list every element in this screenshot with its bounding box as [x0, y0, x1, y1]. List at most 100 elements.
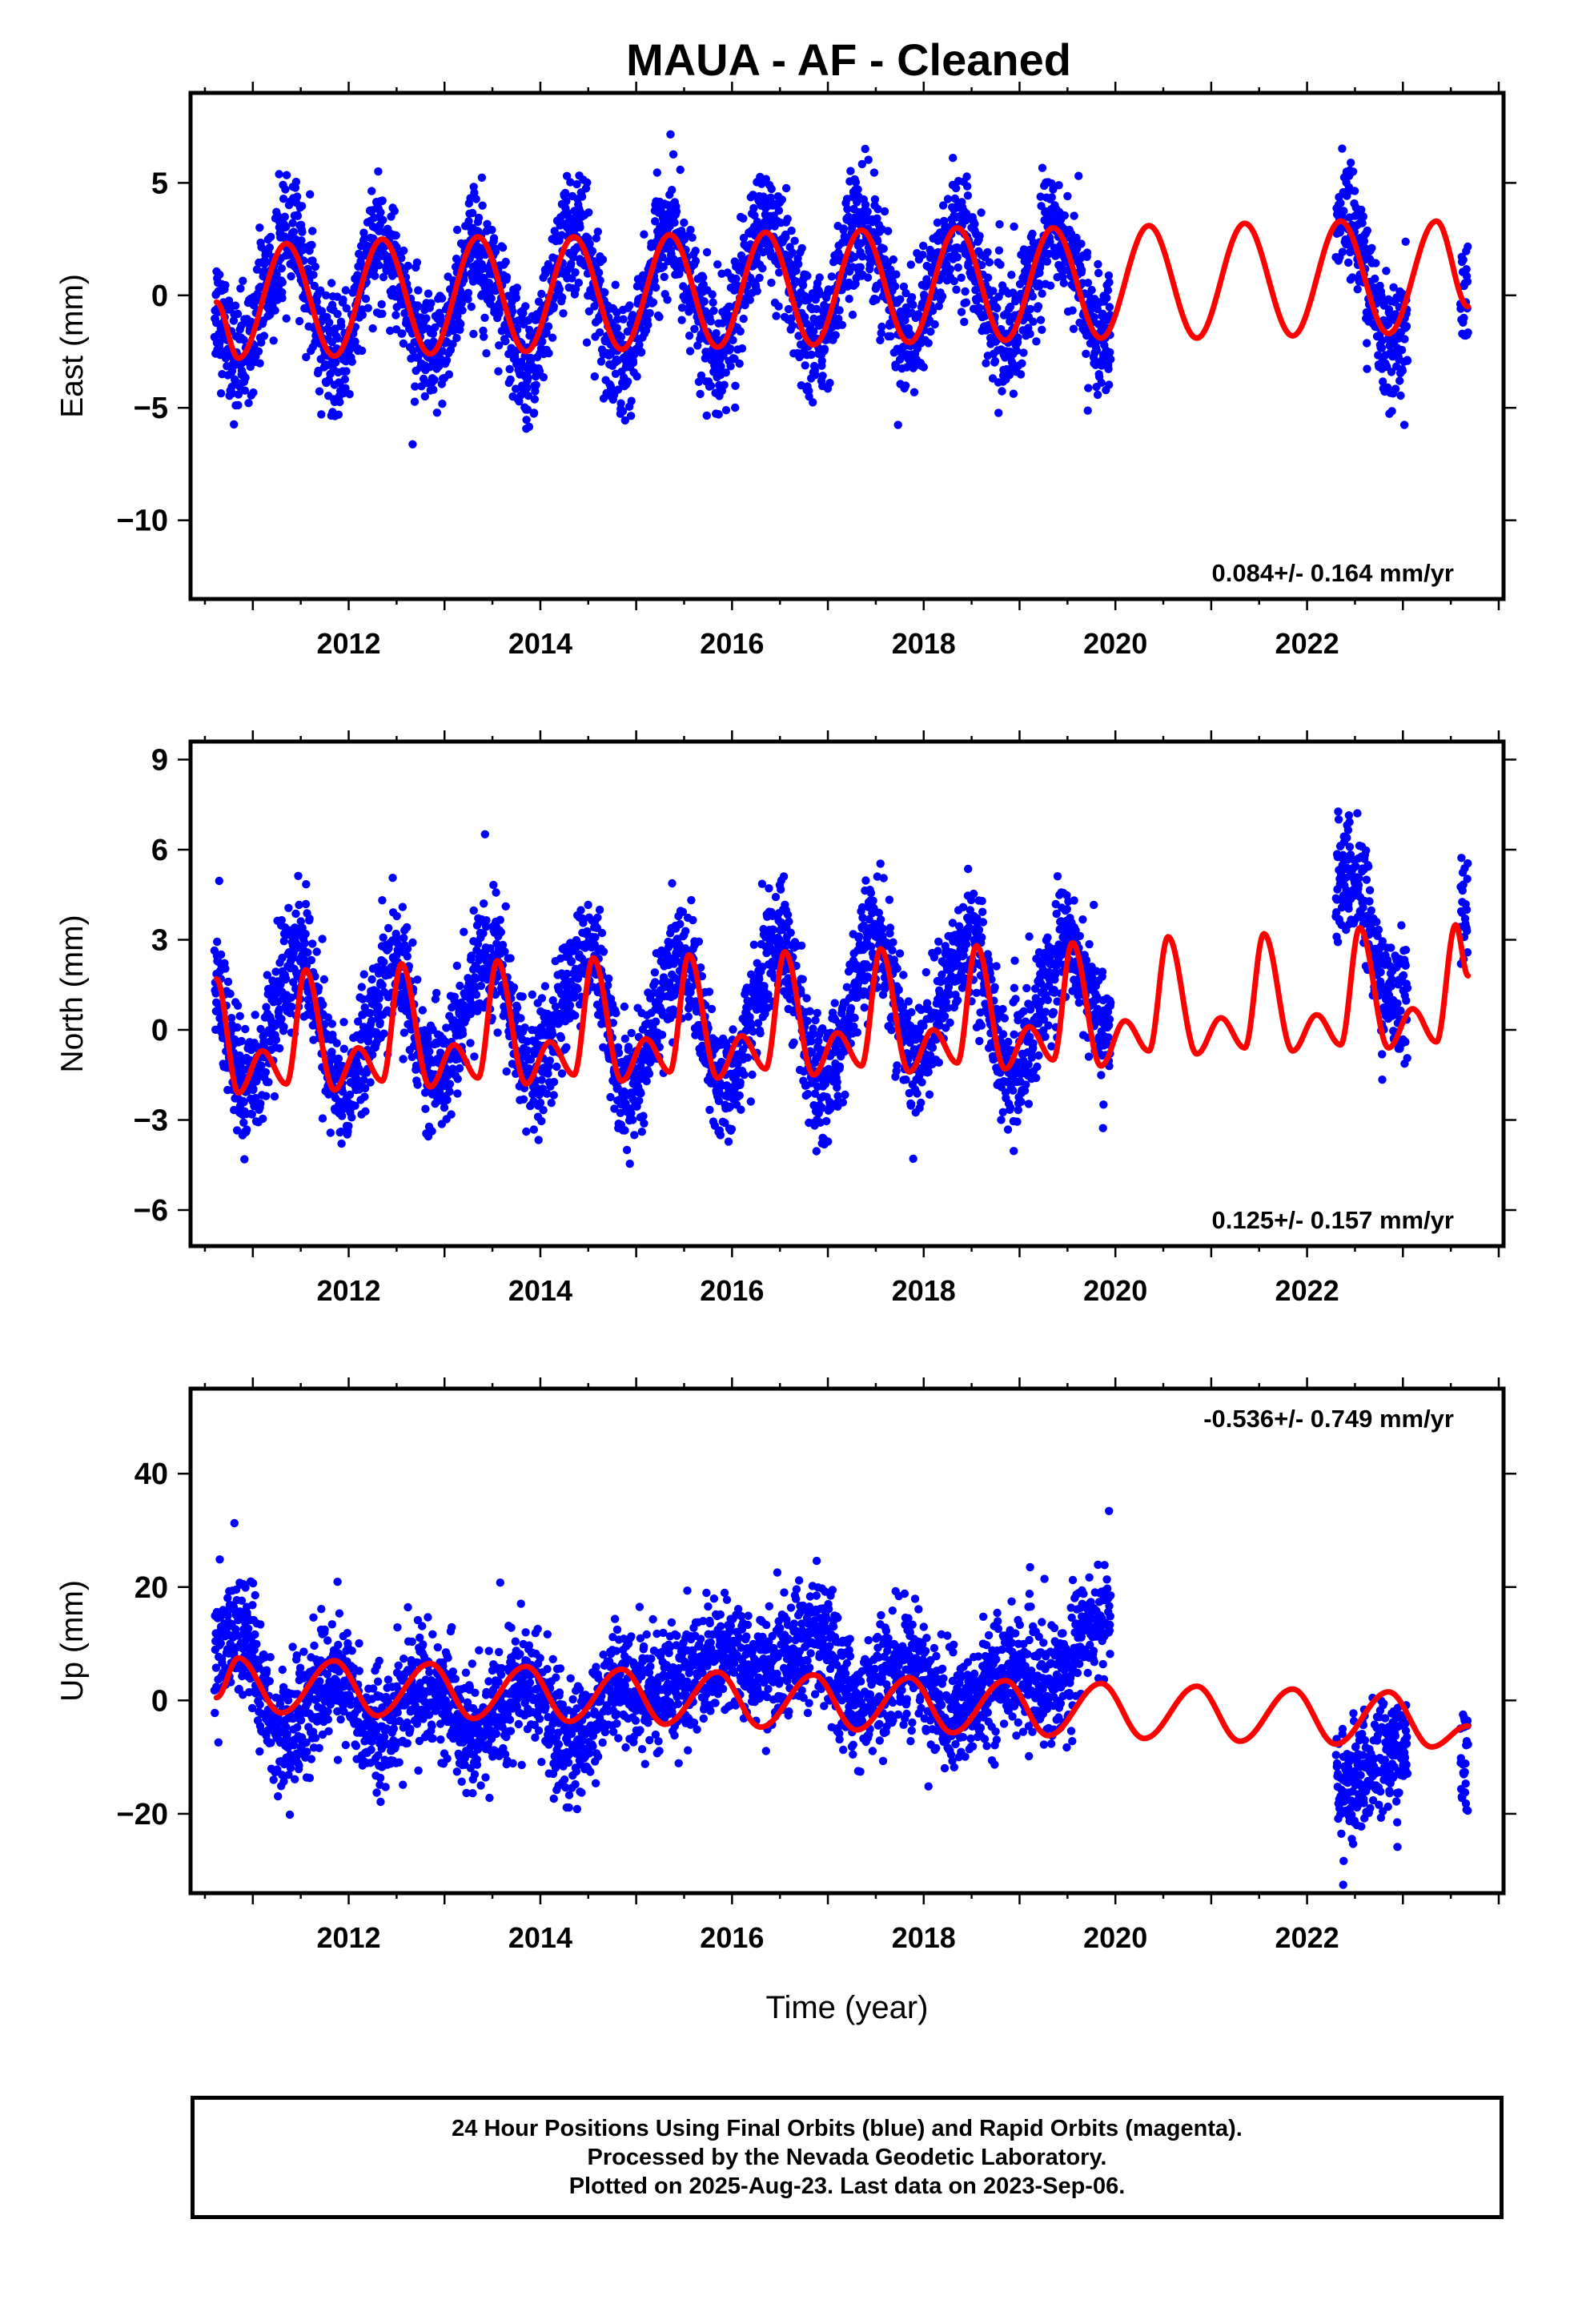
- north-data-point: [232, 1126, 242, 1135]
- east-data-point: [590, 372, 599, 381]
- east-data-point: [458, 306, 467, 315]
- north-data-point: [453, 1089, 462, 1098]
- east-data-point: [983, 247, 992, 257]
- east-data-point: [739, 314, 748, 324]
- east-data-point: [452, 333, 461, 343]
- east-data-point: [1387, 368, 1396, 376]
- east-data-point: [562, 171, 572, 180]
- east-data-point: [298, 227, 307, 236]
- east-data-point: [584, 307, 594, 316]
- east-data-point: [749, 191, 757, 199]
- north-data-point: [518, 992, 527, 1001]
- east-data-point: [1083, 406, 1092, 415]
- east-data-point: [938, 201, 948, 210]
- east-data-point: [659, 263, 668, 271]
- east-data-point: [790, 236, 799, 245]
- north-data-point: [571, 1011, 580, 1020]
- north-data-point: [489, 880, 498, 890]
- east-data-point: [538, 337, 547, 346]
- north-data-point: [567, 957, 576, 966]
- east-data-point: [412, 258, 422, 267]
- north-data-point: [557, 1069, 567, 1078]
- east-data-point: [839, 224, 849, 233]
- east-data-point: [1026, 245, 1034, 255]
- north-data-point: [275, 1043, 284, 1053]
- north-data-point: [403, 952, 412, 961]
- east-y-tick-label: 0: [151, 279, 168, 313]
- east-data-point: [1338, 247, 1347, 256]
- east-data-point: [422, 314, 431, 323]
- east-data-point: [272, 270, 281, 279]
- east-data-point: [896, 295, 905, 304]
- east-plot-area: [210, 130, 1472, 448]
- east-data-point: [479, 326, 488, 336]
- east-data-point: [378, 196, 387, 205]
- east-data-point: [1010, 222, 1018, 231]
- north-data-point: [506, 954, 515, 963]
- east-data-point: [906, 260, 916, 269]
- east-data-point: [1103, 286, 1113, 295]
- north-data-point: [599, 947, 608, 956]
- east-data-point: [767, 278, 776, 287]
- north-data-point: [367, 975, 376, 984]
- east-data-point: [794, 332, 803, 340]
- north-data-point: [339, 1044, 348, 1053]
- east-data-point: [523, 384, 532, 392]
- east-data-point: [452, 225, 462, 235]
- east-data-point: [729, 336, 737, 344]
- east-data-point: [278, 294, 287, 303]
- east-data-point: [787, 314, 796, 323]
- east-data-point: [1348, 167, 1358, 176]
- east-data-point: [1104, 271, 1114, 280]
- east-data-point: [1072, 233, 1081, 243]
- north-data-point: [233, 1001, 243, 1011]
- north-data-point: [277, 1015, 286, 1023]
- north-data-point: [501, 902, 510, 911]
- north-data-point: [226, 989, 235, 999]
- east-data-point: [464, 217, 473, 226]
- east-frame: [188, 90, 1506, 601]
- east-data-point: [215, 270, 224, 279]
- east-data-point: [700, 297, 709, 306]
- east-data-point: [837, 320, 847, 329]
- east-data-point: [954, 263, 962, 272]
- east-data-point: [360, 234, 369, 243]
- east-data-point: [279, 195, 288, 203]
- east-data-point: [620, 416, 629, 425]
- east-data-point: [877, 328, 885, 338]
- east-data-point: [306, 190, 315, 199]
- east-data-point: [1102, 293, 1111, 303]
- east-data-point: [1463, 277, 1472, 286]
- east-data-point: [1459, 255, 1468, 264]
- east-data-point: [668, 186, 677, 195]
- east-data-point: [1082, 349, 1090, 358]
- east-data-point: [1087, 286, 1096, 295]
- east-data-point: [295, 316, 304, 326]
- east-data-point: [825, 379, 834, 388]
- east-data-point: [957, 273, 966, 282]
- east-data-point: [315, 387, 324, 396]
- east-data-point: [340, 375, 349, 384]
- north-data-point: [450, 992, 459, 1002]
- east-data-point: [474, 213, 484, 223]
- north-data-point: [570, 993, 579, 1002]
- north-data-point: [247, 1110, 256, 1119]
- east-data-point: [585, 239, 594, 248]
- east-data-point: [919, 363, 929, 372]
- north-data-point: [573, 984, 582, 994]
- east-data-point: [721, 368, 730, 377]
- east-data-point: [502, 272, 512, 282]
- east-data-point: [1391, 310, 1400, 319]
- east-data-point: [834, 314, 843, 324]
- east-data-point: [588, 247, 597, 255]
- north-data-point: [223, 977, 233, 987]
- east-data-point: [411, 382, 420, 391]
- north-data-point: [620, 1034, 629, 1043]
- east-data-point: [861, 200, 870, 209]
- north-data-point: [640, 1119, 648, 1128]
- east-data-point: [593, 227, 602, 236]
- east-data-point: [899, 282, 909, 292]
- east-data-point: [652, 283, 661, 292]
- east-data-point: [448, 340, 457, 348]
- north-data-point: [249, 1084, 258, 1094]
